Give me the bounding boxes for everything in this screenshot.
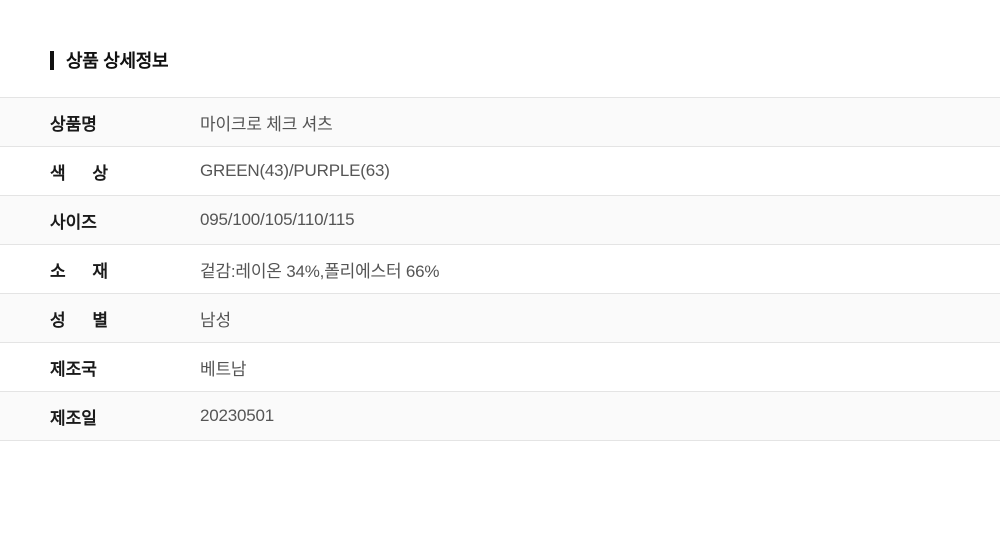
row-label: 제조국 bbox=[50, 359, 97, 379]
row-value: GREEN(43)/PURPLE(63) bbox=[200, 161, 390, 180]
row-label: 제조일 bbox=[50, 408, 97, 428]
product-detail-table: 상품명 마이크로 체크 셔츠 색 상 GREEN(43)/PURPLE(63) … bbox=[0, 97, 1000, 441]
row-label: 소 재 bbox=[50, 261, 108, 281]
table-row: 제조일 20230501 bbox=[0, 392, 1000, 441]
row-label: 색 상 bbox=[50, 163, 108, 183]
table-row: 사이즈 095/100/105/110/115 bbox=[0, 196, 1000, 245]
row-label: 사이즈 bbox=[50, 212, 97, 232]
row-value: 마이크로 체크 셔츠 bbox=[200, 114, 333, 134]
table-row: 성 별 남성 bbox=[0, 294, 1000, 343]
section-header: 상품 상세정보 bbox=[50, 50, 1000, 71]
row-label: 성 별 bbox=[50, 310, 108, 330]
table-row: 상품명 마이크로 체크 셔츠 bbox=[0, 98, 1000, 147]
table-row: 제조국 베트남 bbox=[0, 343, 1000, 392]
row-value: 베트남 bbox=[200, 359, 247, 379]
row-label: 상품명 bbox=[50, 114, 97, 134]
row-value: 095/100/105/110/115 bbox=[200, 210, 355, 229]
table-row: 소 재 겉감:레이온 34%,폴리에스터 66% bbox=[0, 245, 1000, 294]
row-value: 20230501 bbox=[200, 406, 275, 425]
title-accent-bar bbox=[50, 50, 54, 70]
product-detail-page: 상품 상세정보 상품명 마이크로 체크 셔츠 색 상 GREEN(43)/PUR… bbox=[0, 50, 1000, 548]
row-value: 남성 bbox=[200, 310, 231, 330]
row-value: 겉감:레이온 34%,폴리에스터 66% bbox=[200, 261, 440, 281]
table-row: 색 상 GREEN(43)/PURPLE(63) bbox=[0, 147, 1000, 196]
section-title: 상품 상세정보 bbox=[66, 51, 169, 71]
